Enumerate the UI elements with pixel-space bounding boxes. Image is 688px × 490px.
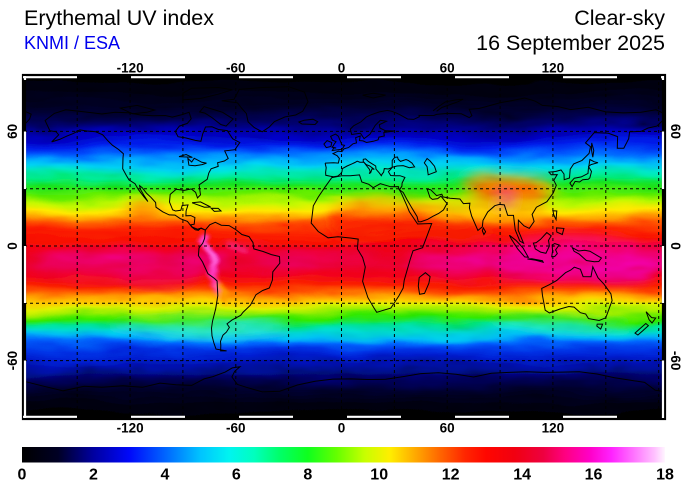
- svg-text:120: 120: [542, 421, 565, 436]
- svg-text:-60: -60: [668, 351, 683, 371]
- svg-text:60: 60: [440, 421, 455, 436]
- svg-text:0: 0: [338, 421, 346, 436]
- svg-text:0: 0: [18, 467, 27, 484]
- svg-text:0: 0: [338, 61, 346, 76]
- svg-text:120: 120: [542, 61, 565, 76]
- svg-text:KNMI / ESA: KNMI / ESA: [24, 33, 120, 53]
- svg-text:60: 60: [668, 124, 683, 139]
- svg-text:-120: -120: [117, 421, 144, 436]
- svg-text:60: 60: [440, 61, 455, 76]
- svg-text:-60: -60: [226, 421, 246, 436]
- svg-text:12: 12: [442, 467, 460, 484]
- svg-text:6: 6: [232, 467, 241, 484]
- svg-text:0: 0: [668, 242, 683, 250]
- svg-text:16 September 2025: 16 September 2025: [476, 31, 665, 55]
- svg-text:0: 0: [5, 242, 20, 250]
- svg-text:-60: -60: [226, 61, 246, 76]
- svg-text:-120: -120: [117, 61, 144, 76]
- svg-text:2: 2: [89, 467, 98, 484]
- svg-text:10: 10: [370, 467, 388, 484]
- svg-text:Erythemal UV index: Erythemal UV index: [24, 6, 214, 30]
- svg-text:18: 18: [656, 467, 674, 484]
- svg-text:-60: -60: [5, 351, 20, 371]
- svg-text:Clear-sky: Clear-sky: [574, 6, 665, 30]
- svg-text:60: 60: [5, 124, 20, 139]
- svg-text:14: 14: [513, 467, 531, 484]
- svg-text:4: 4: [160, 467, 169, 484]
- svg-text:16: 16: [585, 467, 603, 484]
- svg-text:8: 8: [303, 467, 312, 484]
